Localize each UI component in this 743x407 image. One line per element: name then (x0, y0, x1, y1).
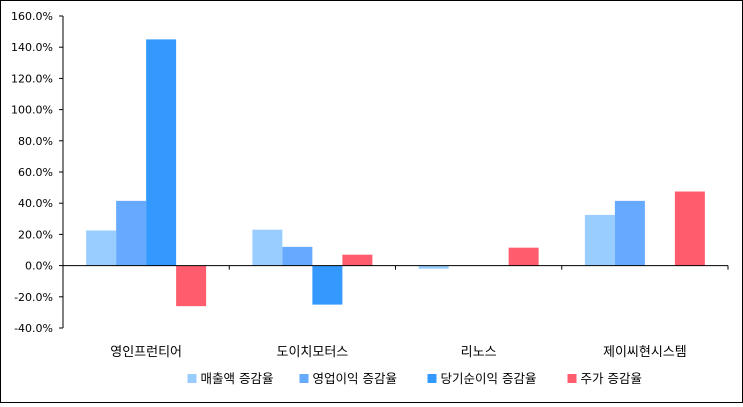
legend-swatch (299, 374, 309, 383)
category-label: 제이씨현시스템 (603, 345, 687, 360)
y-tick-label: 0.0% (25, 260, 53, 273)
legend-swatch (567, 374, 577, 383)
y-tick-label: 140.0% (11, 41, 53, 54)
legend-label: 영업이익 증감율 (313, 371, 397, 386)
y-tick-label: -20.0% (14, 291, 53, 304)
bar (674, 191, 705, 266)
bar (86, 230, 117, 266)
y-tick-label: -40.0% (14, 322, 53, 335)
bar (312, 265, 343, 305)
bar (342, 254, 373, 266)
legend-label: 주가 증감율 (581, 371, 642, 386)
category-label: 도이치모터스 (276, 345, 348, 360)
y-tick-label: 60.0% (18, 166, 53, 179)
legend-swatch (187, 374, 197, 383)
bar (614, 200, 645, 266)
bar (418, 265, 449, 269)
y-tick-label: 40.0% (18, 197, 53, 210)
category-label: 리노스 (461, 345, 497, 360)
y-tick-label: 120.0% (11, 72, 53, 85)
y-tick-label: 160.0% (11, 10, 53, 23)
bar (116, 200, 147, 266)
bar (508, 247, 539, 266)
bar (146, 39, 177, 266)
legend-label: 당기순이익 증감율 (441, 371, 537, 386)
bar (176, 265, 207, 307)
bar (252, 229, 283, 266)
y-tick-label: 20.0% (18, 228, 53, 241)
category-label: 영인프런티어 (110, 345, 182, 360)
legend-label: 매출액 증감율 (201, 371, 274, 386)
y-tick-label: 100.0% (11, 104, 53, 117)
y-tick-label: 80.0% (18, 135, 53, 148)
bar (282, 246, 313, 266)
bar (584, 214, 615, 266)
legend-swatch (427, 374, 437, 383)
